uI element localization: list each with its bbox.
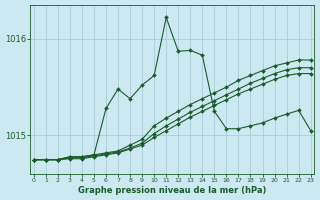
X-axis label: Graphe pression niveau de la mer (hPa): Graphe pression niveau de la mer (hPa) xyxy=(78,186,267,195)
